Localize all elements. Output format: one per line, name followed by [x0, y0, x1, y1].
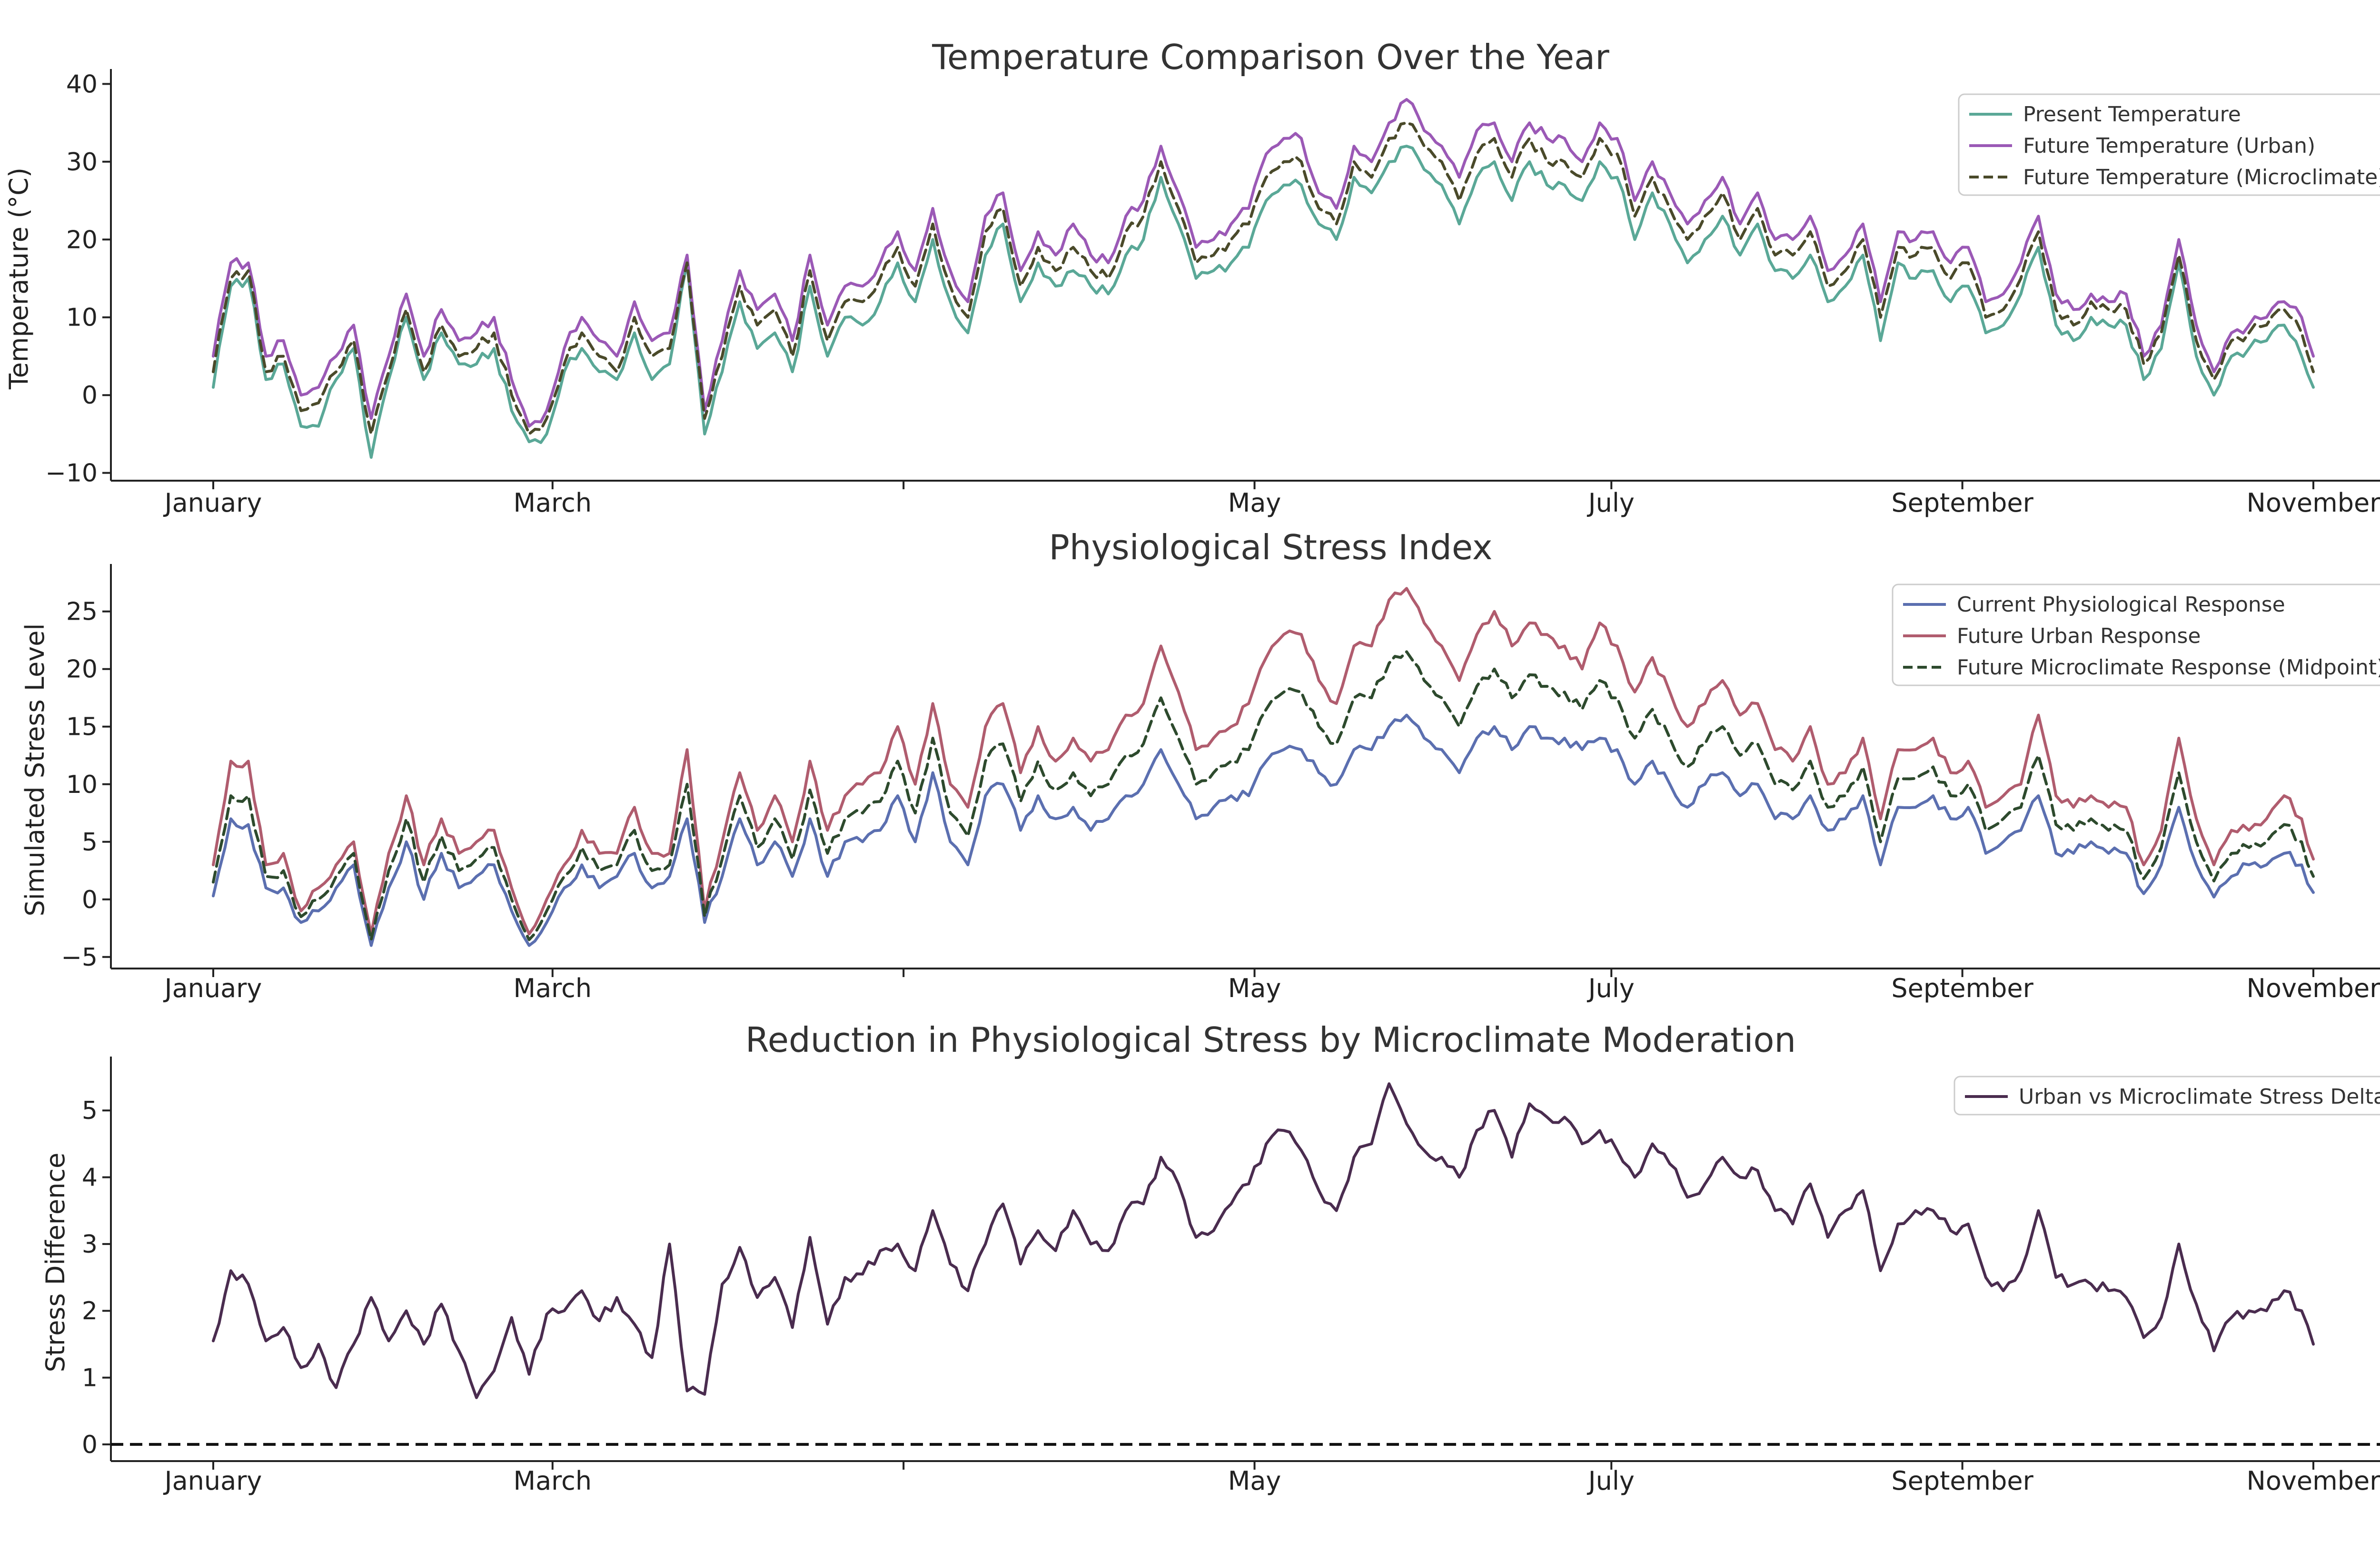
series-line-1: [212, 145, 2315, 459]
chart-title: Reduction in Physiological Stress by Mic…: [745, 1020, 1796, 1060]
y-tick-label: 20: [66, 226, 98, 254]
x-tick-label: January: [163, 973, 262, 1003]
x-tick-label: May: [1228, 1466, 1281, 1496]
legend: Present Temperature Future Temperature (U…: [1958, 93, 2380, 196]
y-tick-label: 2: [82, 1297, 98, 1325]
y-tick-label: 20: [66, 655, 98, 684]
x-tick-label: November: [2247, 488, 2380, 518]
chart-panel-delta: Reduction in Physiological Stress by Mic…: [40, 1020, 2380, 1496]
x-tick-label: November: [2247, 973, 2380, 1003]
y-tick-label: 10: [66, 771, 98, 799]
series-line-1: [212, 713, 2315, 947]
y-tick-label: 3: [82, 1230, 98, 1259]
x-tick-label: September: [1891, 973, 2033, 1003]
series-line-3: [212, 650, 2315, 941]
y-tick-label: 4: [82, 1164, 98, 1192]
y-tick-label: 10: [66, 304, 98, 332]
y-tick-label: 30: [66, 148, 98, 177]
legend-entry: Future Urban Response: [1957, 624, 2201, 648]
series-line-2: [212, 587, 2315, 936]
y-tick-label: 5: [82, 828, 98, 857]
y-tick-label: 0: [82, 381, 98, 410]
x-tick-label: March: [513, 488, 592, 518]
y-axis-label: Temperature (°C): [4, 168, 34, 390]
legend-entry: Future Temperature (Urban): [2023, 134, 2315, 158]
legend-entry: Present Temperature: [2023, 102, 2241, 127]
legend-frame: [1954, 1076, 2380, 1116]
y-tick-label: −5: [61, 943, 98, 972]
legend: Current Physiological Response Future Urb…: [1892, 583, 2380, 686]
x-tick-label: July: [1587, 973, 1635, 1003]
chart-title: Temperature Comparison Over the Year: [932, 37, 1609, 77]
y-tick-label: 1: [82, 1364, 98, 1393]
x-tick-label: March: [513, 1466, 592, 1496]
x-tick-label: November: [2247, 1466, 2380, 1496]
legend-frame: [1958, 93, 2380, 196]
x-tick-label: May: [1228, 973, 1281, 1003]
chart-panel-stress: Physiological Stress Index −5 0 5 10 15 20 25 Si…: [20, 527, 2380, 1003]
y-tick-label: −10: [45, 459, 98, 488]
y-tick-label: 0: [82, 886, 98, 914]
y-tick-label: 15: [66, 713, 98, 741]
x-tick-label: January: [163, 1466, 262, 1496]
chart-panel-temp: Temperature Comparison Over the Year −10 0…: [4, 37, 2380, 518]
x-tick-label: September: [1891, 1466, 2033, 1496]
y-tick-label: 25: [66, 598, 98, 626]
series-line-1: [212, 1082, 2315, 1399]
legend-entry: Future Temperature (Microclimate): [2023, 165, 2380, 189]
legend-entry: Urban vs Microclimate Stress Delta: [2019, 1085, 2380, 1109]
x-tick-label: July: [1587, 1466, 1635, 1496]
chart-title: Physiological Stress Index: [1049, 527, 1493, 567]
y-tick-label: 0: [82, 1431, 98, 1459]
y-tick-label: 40: [66, 70, 98, 99]
x-tick-label: July: [1587, 488, 1635, 518]
series-line-3: [212, 121, 2315, 435]
x-tick-label: May: [1228, 488, 1281, 518]
series-line-2: [212, 98, 2315, 428]
y-axis-label: Stress Difference: [40, 1153, 70, 1373]
x-tick-label: January: [163, 488, 262, 518]
y-axis-label: Simulated Stress Level: [20, 623, 50, 917]
legend-entry: Future Microclimate Response (Midpoint): [1957, 655, 2380, 680]
legend: Urban vs Microclimate Stress Delta: [1954, 1076, 2380, 1116]
x-tick-label: September: [1891, 488, 2033, 518]
legend-entry: Current Physiological Response: [1957, 593, 2285, 617]
legend-frame: [1892, 583, 2380, 686]
x-tick-label: March: [513, 973, 592, 1003]
y-tick-label: 5: [82, 1097, 98, 1125]
